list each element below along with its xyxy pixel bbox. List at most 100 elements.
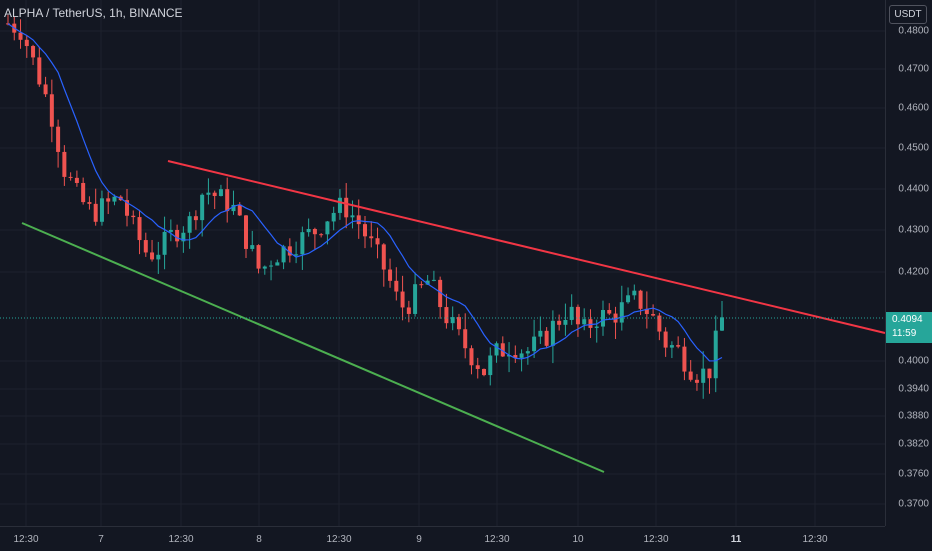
time-tick-label: 9 [416,534,422,545]
candle-body [431,279,436,281]
candle-body [337,197,342,213]
candle-body [569,306,574,320]
candle-body [31,46,36,58]
candle-body [331,212,336,222]
candle-body [99,198,104,222]
price-tick-label: 0.4000 [898,355,929,367]
exchange-name: BINANCE [129,6,183,20]
candle-body [125,200,129,216]
candle-body [363,224,367,237]
candle-body [106,198,111,202]
candle-body [150,252,155,260]
candle-body [663,331,668,348]
candle-body [456,317,461,330]
candle-body [244,215,248,249]
price-tick-label: 0.4600 [898,102,929,114]
candle-body [394,280,399,292]
current-price-label: 0.4094 11:59 [886,312,932,343]
price-tick-label: 0.3700 [898,498,929,510]
candle-body [250,245,255,249]
candlestick-series [6,14,724,399]
candle-body [237,204,242,216]
candle-body [162,231,167,255]
candle-body [525,351,530,354]
candle-body [669,345,674,348]
candle-body [532,336,537,352]
candle-body [200,194,205,221]
candle-body [225,189,230,212]
candle-body [193,216,198,221]
candle-body [469,348,474,366]
current-price-value: 0.4094 [892,314,923,325]
candle-body [644,308,649,315]
time-tick-label: 8 [256,534,262,545]
candle-body [218,189,223,197]
candle-body [381,244,386,270]
candle-body [287,246,292,256]
time-tick-label: 12:30 [802,534,828,545]
candle-body [632,290,637,296]
ma-polyline [7,23,723,362]
candle-body [300,232,305,255]
candle-body [676,345,681,347]
candle-body [575,306,580,325]
time-tick-label: 12:30 [484,534,510,545]
price-tick-label: 0.3880 [898,410,929,422]
candle-body [388,269,393,281]
candle-body [269,265,274,267]
candle-body [181,232,186,242]
candle-body [607,310,612,314]
candle-body [557,320,562,325]
candle-body [713,330,718,379]
candle-body [413,284,418,314]
candle-body [275,262,280,266]
price-tick-label: 0.4200 [898,266,929,278]
price-tick-label: 0.3940 [898,383,929,395]
price-scale[interactable]: 0.4800 0.4700 0.4600 0.4500 0.4400 0.4300 0.42… [885,0,932,526]
candle-body [651,314,656,316]
currency-badge[interactable]: USDT [889,5,927,24]
candle-body [519,353,524,358]
time-tick-label: 12:30 [643,534,669,545]
candle-body [37,57,42,85]
candle-body [375,238,380,245]
title-separator: , [122,6,130,20]
candle-body [588,319,593,328]
candle-body [175,229,180,242]
candle-body [450,317,455,324]
time-tick-label: 7 [98,534,104,545]
price-tick-label: 0.4700 [898,63,929,75]
price-tick-label: 0.3760 [898,468,929,480]
time-tick-label: 11 [730,534,742,545]
candle-body [312,228,317,235]
time-scale[interactable]: 12:30 7 12:30 8 12:30 9 12:30 10 12:30 11 12:30 [0,526,885,551]
candle-body [262,266,267,269]
candle-body [344,197,349,218]
candle-body [68,176,73,178]
candle-body [281,246,286,263]
candle-body [81,182,86,203]
time-tick-label: 10 [572,534,584,545]
candle-body [56,126,61,152]
candle-body [419,284,424,286]
candle-body [24,39,29,47]
price-tick-label: 0.3820 [898,438,929,450]
candle-body [350,215,355,218]
candle-body [463,329,468,349]
moving-average-line [7,23,723,362]
candle-body [212,192,217,197]
price-tick-label: 0.4800 [898,25,929,37]
candle-body [619,302,624,323]
candle-body [112,196,117,202]
title-separator: , [102,6,110,20]
time-tick-label: 12:30 [168,534,194,545]
candle-body [156,254,161,260]
candle-body [256,245,261,269]
price-tick-label: 0.4500 [898,142,929,154]
candle-body [494,343,499,356]
candle-body [231,204,236,212]
candle-body [657,315,662,332]
candle-body [682,346,687,372]
support-trendline [21,222,605,473]
